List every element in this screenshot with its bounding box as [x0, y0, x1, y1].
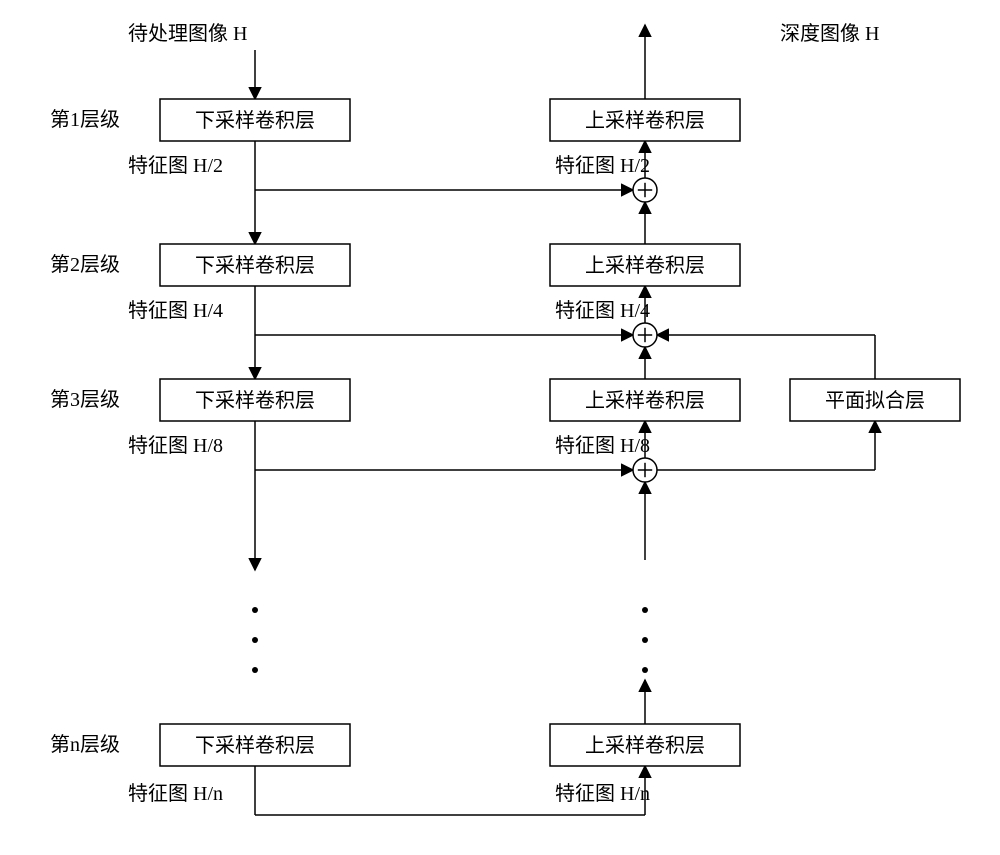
label-output_top: 深度图像 H — [780, 22, 879, 45]
node-downn-label: 下采样卷积层 — [195, 734, 315, 757]
ellipsis-dot-right-2 — [642, 667, 648, 673]
node-down1-label: 下采样卷积层 — [195, 109, 315, 132]
ellipsis-dot-right-0 — [642, 607, 648, 613]
node-up2-label: 上采样卷积层 — [585, 254, 705, 277]
label-level2: 第2层级 — [50, 253, 120, 276]
label-level1: 第1层级 — [50, 108, 120, 131]
label-level3: 第3层级 — [50, 388, 120, 411]
label-input_top: 待处理图像 H — [128, 22, 247, 45]
label-fmap_h4_l: 特征图 H/4 — [128, 299, 223, 322]
label-fmap_h8_r: 特征图 H/8 — [555, 434, 650, 457]
node-up1-label: 上采样卷积层 — [585, 109, 705, 132]
node-upn-label: 上采样卷积层 — [585, 734, 705, 757]
ellipsis-dots — [252, 607, 648, 673]
node-plane-label: 平面拟合层 — [825, 389, 925, 412]
ellipsis-dot-left-2 — [252, 667, 258, 673]
label-leveln: 第n层级 — [50, 733, 120, 756]
label-fmap_h8_l: 特征图 H/8 — [128, 434, 223, 457]
ellipsis-dot-right-1 — [642, 637, 648, 643]
ellipsis-dot-left-0 — [252, 607, 258, 613]
nodes-layer: 下采样卷积层下采样卷积层下采样卷积层下采样卷积层上采样卷积层上采样卷积层上采样卷… — [160, 99, 960, 766]
node-up3-label: 上采样卷积层 — [585, 389, 705, 412]
node-down3-label: 下采样卷积层 — [195, 389, 315, 412]
label-fmap_hn_l: 特征图 H/n — [128, 782, 223, 805]
label-fmap_h2_r: 特征图 H/2 — [555, 154, 650, 177]
label-fmap_h4_r: 特征图 H/4 — [555, 299, 650, 322]
label-fmap_hn_r: 特征图 H/n — [555, 782, 650, 805]
node-down2-label: 下采样卷积层 — [195, 254, 315, 277]
ellipsis-dot-left-1 — [252, 637, 258, 643]
label-fmap_h2_l: 特征图 H/2 — [128, 154, 223, 177]
network-diagram: 下采样卷积层下采样卷积层下采样卷积层下采样卷积层上采样卷积层上采样卷积层上采样卷… — [0, 0, 1000, 850]
